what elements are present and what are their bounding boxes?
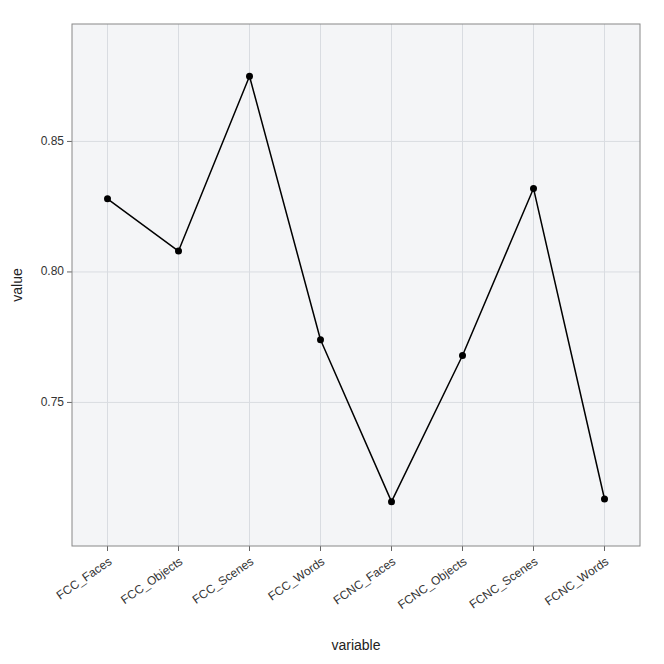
grid-line [72,141,640,142]
axis-label: variable [331,637,380,653]
point [104,195,111,202]
line [108,76,605,501]
tick-label: FCC_Words [265,554,327,603]
tick-label: FCNC_Objects [395,554,469,612]
plot-frame [72,24,640,546]
grid-line [391,24,392,546]
grid-line [107,24,108,546]
grid-line [462,24,463,546]
grid-line [533,24,534,546]
tick-mark [462,546,463,551]
tick-mark [178,546,179,551]
point [388,498,395,505]
grid-line [72,271,640,272]
tick-mark [67,402,72,403]
grid-line [72,402,640,403]
tick-mark [249,546,250,551]
chart: 0.75 0.80 0.85 FCC_FacesFCC_ObjectsFCC_Scen… [0,0,664,664]
tick-label: 0.80 [41,264,65,278]
tick-label: FCC_Faces [54,554,114,602]
tick-mark [67,141,72,142]
axes: 0.75 0.80 0.85 FCC_FacesFCC_ObjectsFCC_Scen… [41,24,640,612]
tick-label: 0.85 [41,134,65,148]
tick-mark [391,546,392,551]
tick-mark [67,271,72,272]
tick-label: FCC_Objects [118,554,185,607]
grid-line [604,24,605,546]
tick-label: FCNC_Faces [331,554,399,607]
tick-label: FCNC_Words [542,554,611,608]
point [317,336,324,343]
tick-label: 0.75 [41,395,65,409]
tick-mark [604,546,605,551]
tick-mark [533,546,534,551]
series [104,73,608,505]
grid-line [249,24,250,546]
point [459,352,466,359]
tick-label: FCNC_Scenes [467,554,541,611]
tick-label: FCC_Scenes [190,554,256,606]
grid-line [178,24,179,546]
axis-label: value [9,268,25,302]
point [530,185,537,192]
plot-background [72,24,640,546]
point [601,496,608,503]
tick-mark [320,546,321,551]
point [175,248,182,255]
tick-mark [107,546,108,551]
grid [72,24,640,546]
point [246,73,253,80]
grid-line [320,24,321,546]
